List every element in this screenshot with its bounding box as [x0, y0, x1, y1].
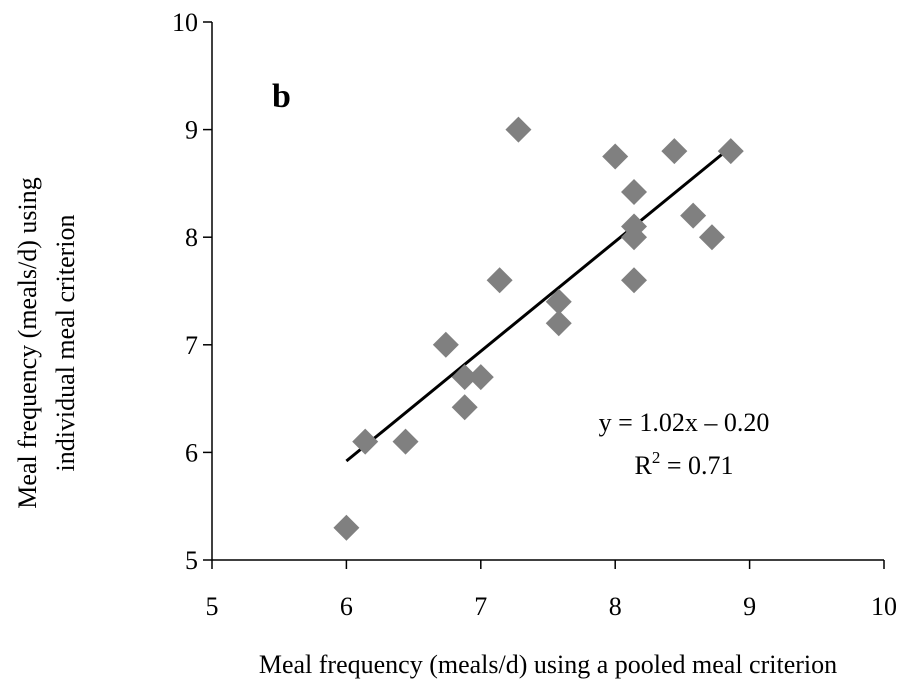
r2-prefix: R	[634, 451, 652, 480]
y-tick-label: 8	[185, 223, 198, 252]
regression-equation: y = 1.02x – 0.20	[599, 408, 770, 437]
y-tick-label: 6	[185, 438, 198, 467]
data-point	[392, 428, 419, 455]
r-squared-label: R2 = 0.71	[634, 448, 733, 480]
data-point	[505, 116, 532, 143]
x-tick-label: 7	[474, 592, 487, 621]
data-point	[545, 288, 572, 315]
r2-value: = 0.71	[660, 451, 733, 480]
x-tick-label: 5	[206, 592, 219, 621]
r2-superscript: 2	[652, 448, 661, 467]
data-point	[621, 267, 648, 294]
x-tick-label: 10	[871, 592, 897, 621]
trendline-group	[345, 145, 732, 463]
y-tick-label: 7	[185, 331, 198, 360]
data-points	[333, 116, 744, 541]
data-point	[451, 364, 478, 391]
data-point	[432, 331, 459, 358]
trendline	[345, 145, 732, 463]
x-tick-label: 6	[340, 592, 353, 621]
data-point	[621, 179, 648, 206]
x-axis-title: Meal frequency (meals/d) using a pooled …	[259, 650, 837, 679]
data-point	[661, 138, 688, 165]
y-tick-label: 9	[185, 116, 198, 145]
data-point	[698, 224, 725, 251]
y-tick-label: 5	[185, 546, 198, 575]
y-axis-title-line2: individual meal criterion	[51, 214, 80, 471]
data-point	[467, 364, 494, 391]
data-point	[545, 310, 572, 337]
data-point	[717, 138, 744, 165]
data-point	[352, 428, 379, 455]
axes	[211, 22, 884, 561]
y-axis-title-line1: Meal frequency (meals/d) using	[13, 177, 42, 508]
y-tick-label: 10	[172, 8, 198, 37]
data-point	[333, 514, 360, 541]
data-point	[451, 394, 478, 421]
data-point	[621, 224, 648, 251]
data-point	[680, 202, 707, 229]
panel-label: b	[272, 78, 291, 115]
data-point	[602, 143, 629, 170]
data-point	[486, 267, 513, 294]
x-tick-label: 8	[609, 592, 622, 621]
x-tick-label: 9	[743, 592, 756, 621]
ticks: 5 6 7 8 9 10 5 6 7 8 9 10	[172, 8, 897, 621]
